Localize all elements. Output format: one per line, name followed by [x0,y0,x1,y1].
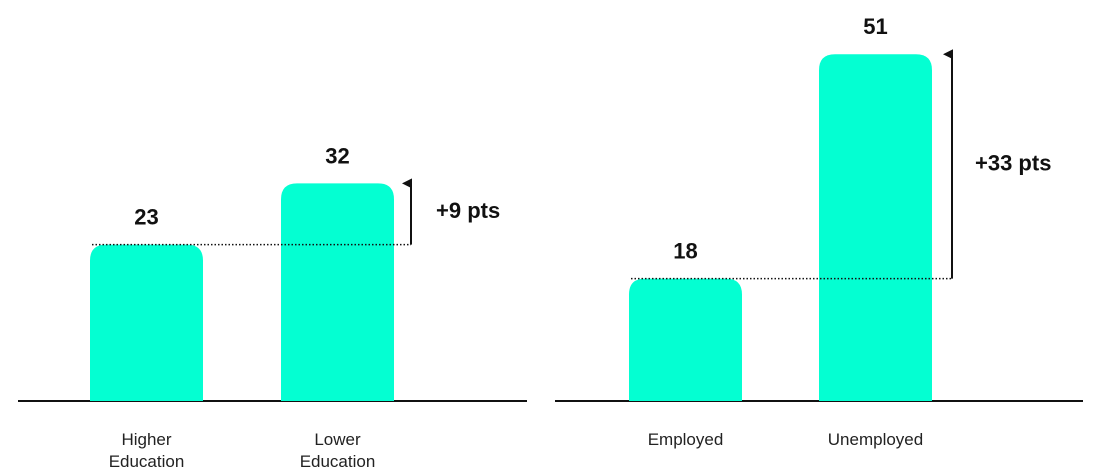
chart-2-bar-2 [819,54,932,401]
chart-2-difference-label: +33 pts [975,150,1051,175]
chart-2-bar-1 [629,278,742,401]
chart-2-category-label-2: Unemployed [828,430,923,449]
chart-1-bar-2 [281,183,394,401]
chart-1-value-label-1: 23 [134,205,158,230]
chart-1-difference-label: +9 pts [436,198,500,223]
chart-1-value-label-2: 32 [325,143,349,168]
chart-2-value-label-1: 18 [673,239,697,264]
chart-2-category-label-1: Employed [648,430,724,449]
chart-1-category-label-2: Lower Education [300,430,376,471]
chart-2-value-label-2: 51 [863,14,887,39]
chart-1-bar-1 [90,244,203,401]
chart-1-category-label-1: Higher Education [109,430,185,471]
